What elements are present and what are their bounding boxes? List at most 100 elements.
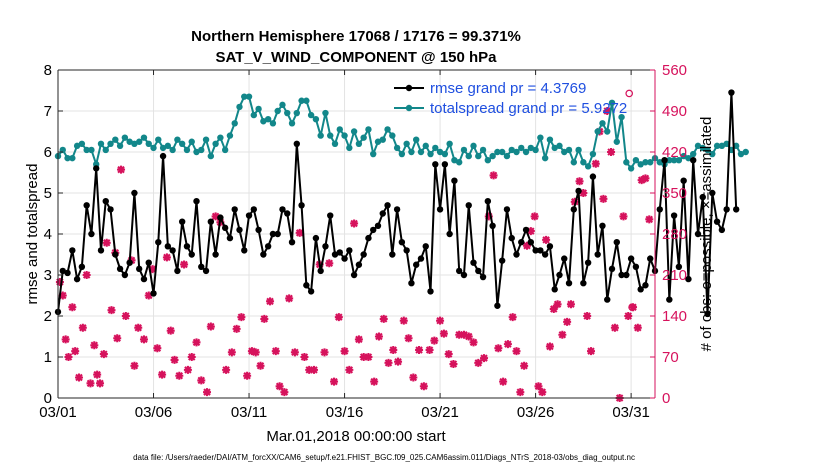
totalspread-point <box>274 107 281 115</box>
rmse-point <box>546 243 554 250</box>
obs-assimilated-marker <box>187 353 196 361</box>
obs-assimilated-marker <box>603 107 612 115</box>
obs-assimilated-marker <box>285 294 294 303</box>
rmse-point <box>498 257 506 264</box>
totalspread-point <box>680 152 687 160</box>
totalspread-point <box>737 150 745 158</box>
obs-assimilated-marker <box>637 176 646 185</box>
obs-assimilated-marker <box>260 314 269 323</box>
obs-assimilated-marker <box>78 323 87 332</box>
rmse-point <box>131 189 138 197</box>
chart-title-line1: Northern Hemisphere 17068 / 17176 = 99.3… <box>191 28 521 45</box>
rmse-point <box>78 263 86 270</box>
rmse-point <box>565 280 573 287</box>
obs-assimilated-marker <box>121 312 130 320</box>
rmse-point <box>341 255 348 262</box>
totalspread-point <box>408 148 415 156</box>
obs-assimilated-marker <box>206 322 215 331</box>
rmse-point <box>360 251 367 258</box>
rmse-point <box>465 202 472 209</box>
rmse-point <box>723 206 730 213</box>
totalspread-point <box>336 126 343 133</box>
totalspread-point <box>236 103 243 111</box>
obs-assimilated-marker <box>526 227 535 236</box>
totalspread-point <box>350 128 358 135</box>
totalspread-point <box>498 148 506 156</box>
obs-assimilated-marker <box>340 347 349 356</box>
totalspread-point <box>475 152 482 160</box>
rmse-point <box>618 271 625 279</box>
totalspread-point <box>489 152 496 160</box>
rmse-point <box>379 210 386 217</box>
rmse-point <box>422 243 429 250</box>
obs-assimilated-marker <box>153 344 162 353</box>
totalspread-point <box>541 154 549 162</box>
obs-assimilated-marker <box>534 382 543 391</box>
totalspread-point <box>193 148 200 156</box>
obs-assimilated-marker <box>489 171 498 180</box>
totalspread-point <box>116 142 124 150</box>
rmse-point <box>551 286 558 293</box>
totalspread-point <box>532 146 539 154</box>
totalspread-point <box>446 140 453 147</box>
y-tick-label-right: 280 <box>662 226 687 243</box>
obs-count-markers <box>55 89 654 402</box>
rmse-point <box>93 165 100 172</box>
rmse-point <box>460 271 468 279</box>
obs-assimilated-marker <box>579 189 588 197</box>
rmse-point <box>365 234 372 242</box>
rmse-point <box>718 226 726 234</box>
totalspread-point <box>413 136 420 143</box>
obs-assimilated-marker <box>449 360 458 369</box>
rmse-point <box>135 265 143 273</box>
rmse-point <box>417 255 425 262</box>
totalspread-point <box>389 132 396 139</box>
totalspread-point <box>169 146 176 154</box>
obs-assimilated-marker <box>374 332 383 341</box>
totalspread-point <box>188 138 195 145</box>
rmse-point <box>274 230 281 238</box>
totalspread-point <box>298 97 305 104</box>
totalspread-point <box>198 146 205 154</box>
rmse-point <box>97 247 105 254</box>
totalspread-point <box>264 116 272 123</box>
rmse-point <box>198 263 205 270</box>
rmse-point <box>178 218 186 225</box>
x-tick-label: 03/21 <box>421 404 459 421</box>
totalspread-point <box>164 142 172 150</box>
obs-assimilated-marker <box>290 348 299 357</box>
obs-assimilated-marker <box>139 335 148 344</box>
rmse-point <box>661 157 668 164</box>
totalspread-point <box>427 150 434 158</box>
obs-assimilated-marker <box>587 347 596 356</box>
obs-assimilated-marker <box>192 338 201 347</box>
rmse-point <box>446 230 453 238</box>
rmse-point <box>475 267 482 275</box>
obs-assimilated-marker <box>86 379 95 388</box>
rmse-point <box>174 267 181 275</box>
rmse-point <box>432 161 439 168</box>
obs-assimilated-marker <box>113 334 122 343</box>
obs-assimilated-marker <box>430 336 439 345</box>
obs-assimilated-marker <box>300 353 309 361</box>
rmse-point <box>346 247 353 254</box>
obs-assimilated-marker <box>415 345 424 354</box>
obs-assimilated-marker <box>419 382 428 391</box>
rmse-point <box>317 267 324 275</box>
totalspread-point <box>742 148 749 156</box>
rmse-point <box>245 212 253 219</box>
obs-assimilated-marker <box>516 388 525 397</box>
totalspread-point <box>288 120 296 127</box>
rmse-point <box>303 282 310 289</box>
totalspread-point <box>623 159 630 166</box>
totalspread-point <box>284 109 291 117</box>
totalspread-point <box>341 132 348 139</box>
totalspread-point <box>78 140 86 147</box>
x-tick-label: 03/26 <box>517 404 555 421</box>
rmse-point <box>642 282 649 289</box>
obs-assimilated-marker <box>359 353 368 361</box>
obs-assimilated-marker <box>330 377 339 386</box>
totalspread-point <box>613 138 620 145</box>
rmse-point <box>250 206 258 213</box>
rmse-point <box>623 271 630 279</box>
